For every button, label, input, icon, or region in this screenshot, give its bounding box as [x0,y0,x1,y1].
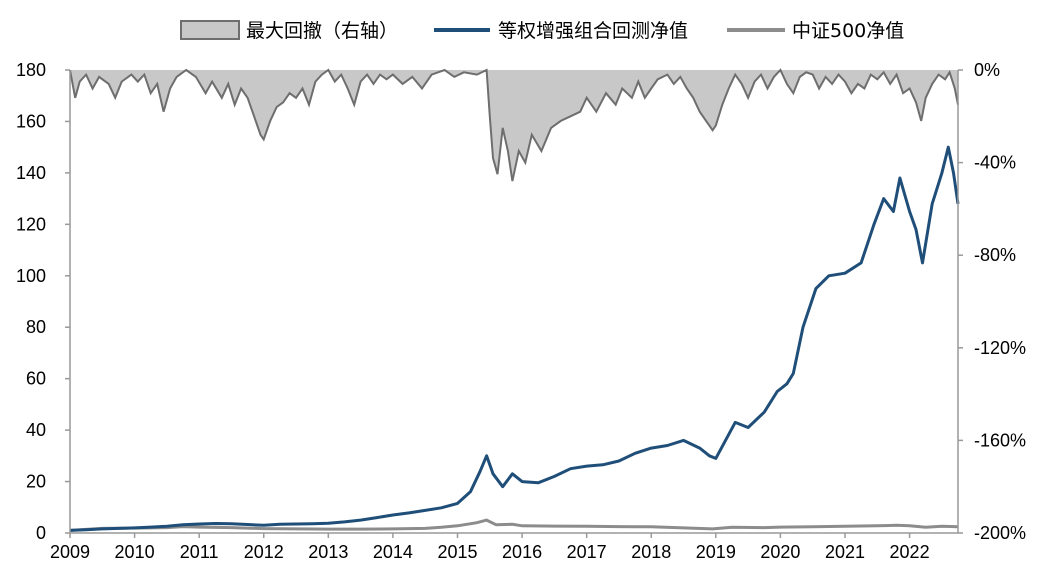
right-tick-label: -40% [974,153,1016,173]
legend-swatch-drawdown [180,20,240,40]
x-tick-label: 2017 [567,542,607,562]
x-tick-label: 2019 [696,542,736,562]
x-tick-label: 2021 [825,542,865,562]
chart-legend: 最大回撤（右轴） 等权增强组合回测净值 中证500净值 [180,20,904,42]
left-tick-label: 140 [16,163,46,183]
left-tick-label: 100 [16,266,46,286]
right-tick-label: -160% [974,430,1026,450]
x-tick-label: 2020 [760,542,800,562]
left-tick-label: 0 [36,523,46,543]
drawdown-area [70,70,958,182]
x-tick-label: 2018 [631,542,671,562]
left-tick-label: 60 [26,369,46,389]
axes: 0 20 40 60 80 100 120 140 160 180 0% -40% -80% -120% -… [16,60,1026,562]
left-tick-label: 40 [26,420,46,440]
left-tick-label: 120 [16,214,46,234]
x-tick-label: 2012 [244,542,284,562]
strategy-line [69,145,960,532]
left-tick-label: 180 [16,60,46,80]
x-tick-label: 2013 [308,542,348,562]
csi500-line [69,518,959,532]
x-tick-label: 2022 [890,542,930,562]
left-tick-label: 160 [16,111,46,131]
plot-area [69,68,960,532]
left-tick-label: 80 [26,317,46,337]
legend-label-strategy: 等权增强组合回测净值 [498,20,688,42]
right-tick-label: -80% [974,245,1016,265]
x-tick-label: 2010 [115,542,155,562]
left-tick-label: 20 [26,472,46,492]
x-tick-label: 2016 [502,542,542,562]
right-tick-label: 0% [974,60,1000,80]
x-tick-label: 2009 [50,542,90,562]
x-tick-label: 2011 [180,542,219,562]
right-tick-label: -120% [974,338,1026,358]
x-tick-label: 2015 [437,542,477,562]
drawdown-line [69,68,959,182]
legend-label-drawdown: 最大回撤（右轴） [246,20,398,42]
right-tick-label: -200% [974,523,1026,543]
x-tick-label: 2014 [373,542,413,562]
legend-label-csi500: 中证500净值 [792,20,904,42]
